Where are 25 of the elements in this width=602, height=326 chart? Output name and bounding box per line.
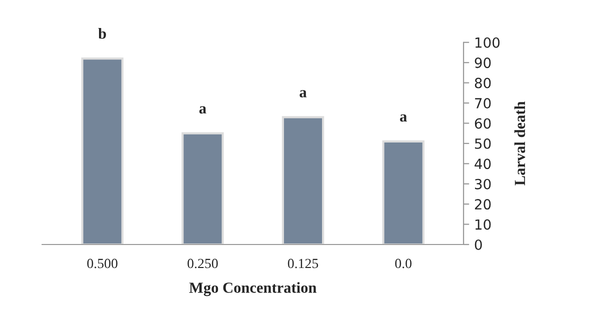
text: b: [98, 28, 106, 39]
y-tick-label: 0: [474, 239, 482, 250]
x-tick-label: 0.0: [395, 258, 412, 268]
x-tick-label: 0.500: [87, 258, 118, 268]
y-tick-label: 30: [475, 178, 491, 190]
x-tick-label: 0.125: [288, 258, 318, 268]
bar: [81, 58, 124, 244]
annotation: a: [199, 106, 206, 114]
y-tick-label: 100: [475, 37, 500, 48]
y-tick-label: 20: [474, 199, 491, 210]
bar: [282, 116, 324, 244]
y-tick-label: 10: [475, 219, 491, 230]
y-tick-label: 80: [474, 78, 491, 88]
bar: [182, 132, 224, 244]
y-tick-label: 90: [474, 58, 491, 68]
bar: [382, 140, 424, 244]
annotation: a: [400, 114, 407, 122]
y-tick-label: 40: [474, 158, 491, 170]
y-axis-title: Larval death: [514, 101, 526, 186]
annotation: a: [300, 90, 307, 98]
y-tick-label: 70: [475, 98, 491, 108]
x-axis-title: Mgo Concentration: [189, 282, 316, 296]
y-tick-label: 60: [474, 118, 491, 129]
x-tick-label: 0.250: [188, 258, 218, 268]
y-tick-label: 50: [475, 138, 491, 149]
